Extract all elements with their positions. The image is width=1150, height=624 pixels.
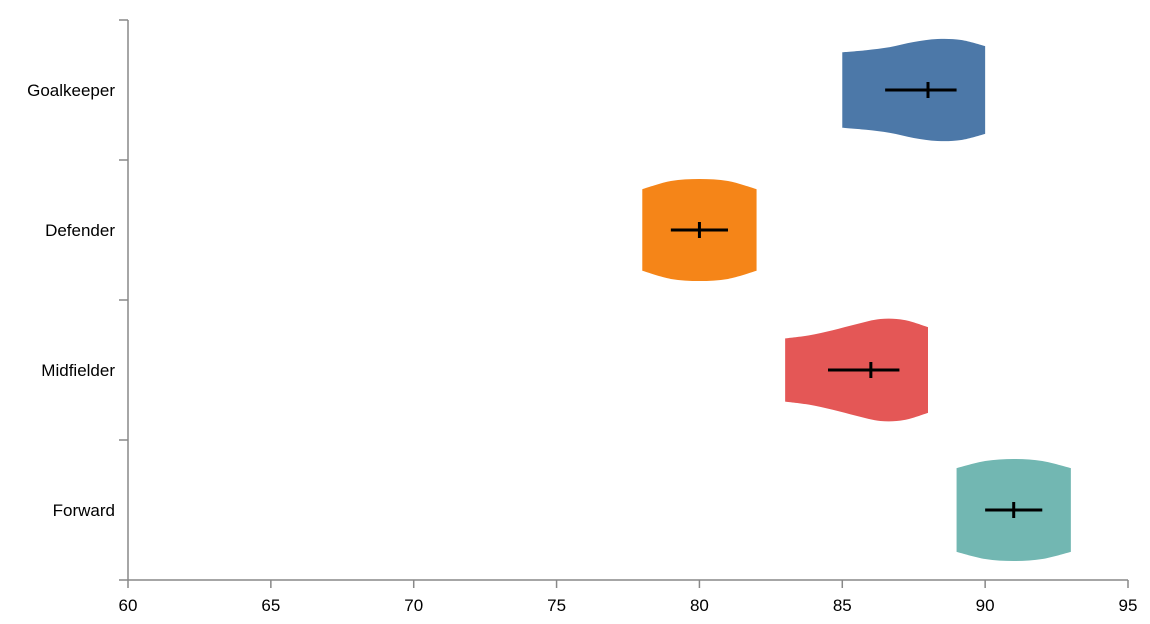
violins	[642, 38, 1071, 561]
x-tick-label: 65	[261, 596, 280, 615]
y-tick-label: Goalkeeper	[27, 81, 115, 100]
x-tick-label: 85	[833, 596, 852, 615]
x-tick-label: 75	[547, 596, 566, 615]
violin-forward	[956, 459, 1071, 561]
x-tick-label: 60	[119, 596, 138, 615]
violin-defender	[642, 179, 757, 281]
violin-goalkeeper	[842, 38, 986, 142]
x-tick-label: 90	[976, 596, 995, 615]
violin-midfielder	[785, 318, 928, 422]
x-tick-label: 70	[404, 596, 423, 615]
x-tick-label: 95	[1119, 596, 1138, 615]
y-tick-label: Defender	[45, 221, 115, 240]
x-tick-label: 80	[690, 596, 709, 615]
y-tick-label: Forward	[53, 501, 115, 520]
x-axis: 60 65 70 75 80 85 90 95	[119, 579, 1138, 615]
y-axis: Goalkeeper Defender Midfielder Forward	[27, 19, 129, 581]
y-tick-label: Midfielder	[41, 361, 115, 380]
